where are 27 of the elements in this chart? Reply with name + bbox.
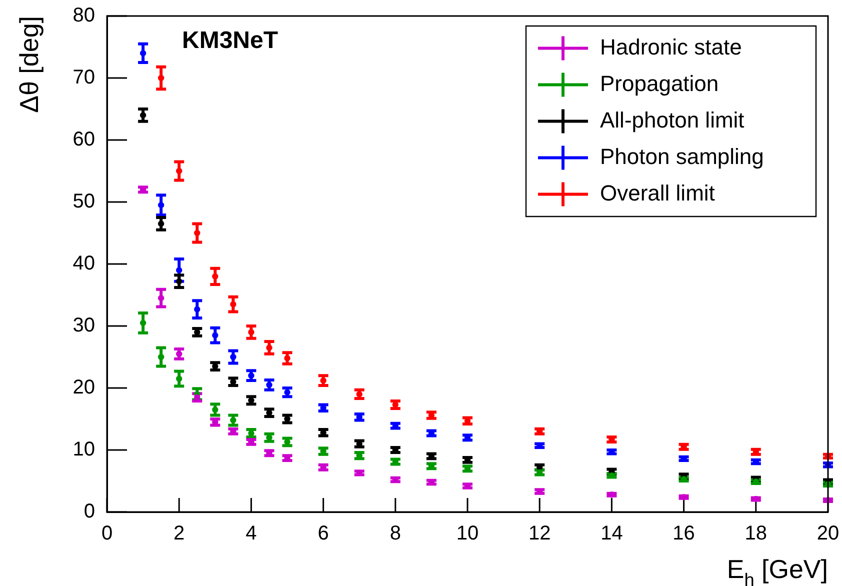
x-tick-label: 20 (816, 522, 840, 545)
y-tick-label: 80 (72, 4, 95, 27)
legend-label: Propagation (600, 70, 719, 96)
x-tick-label: 6 (318, 522, 329, 545)
x-tick-label: 16 (672, 522, 695, 545)
y-tick-label: 30 (72, 314, 95, 337)
y-tick-label: 10 (72, 438, 95, 461)
x-tick-label: 4 (246, 522, 257, 545)
y-tick-label: 20 (72, 376, 95, 399)
y-tick-label: 70 (72, 66, 95, 89)
text: KM3NeT (182, 27, 278, 54)
legend-label: All-photon limit (600, 107, 744, 132)
legend-label: Hadronic state (600, 34, 742, 60)
y-tick-label: 0 (84, 500, 95, 523)
x-tick-label: 2 (174, 522, 185, 545)
legend-label: Overall limit (600, 180, 715, 206)
x-tick-label: 14 (600, 522, 623, 545)
x-tick-label: 12 (528, 522, 551, 545)
legend-label: Photon sampling (600, 144, 764, 169)
x-tick-label: 0 (101, 522, 113, 545)
x-tick-label: 8 (390, 522, 401, 545)
x-tick-label: 18 (744, 522, 768, 545)
y-tick-label: 40 (72, 252, 95, 275)
x-tick-label: 10 (456, 522, 479, 545)
y-axis-title: Δθ [deg] (14, 16, 44, 113)
y-tick-label: 50 (72, 190, 95, 213)
y-tick-label: 60 (72, 128, 95, 151)
